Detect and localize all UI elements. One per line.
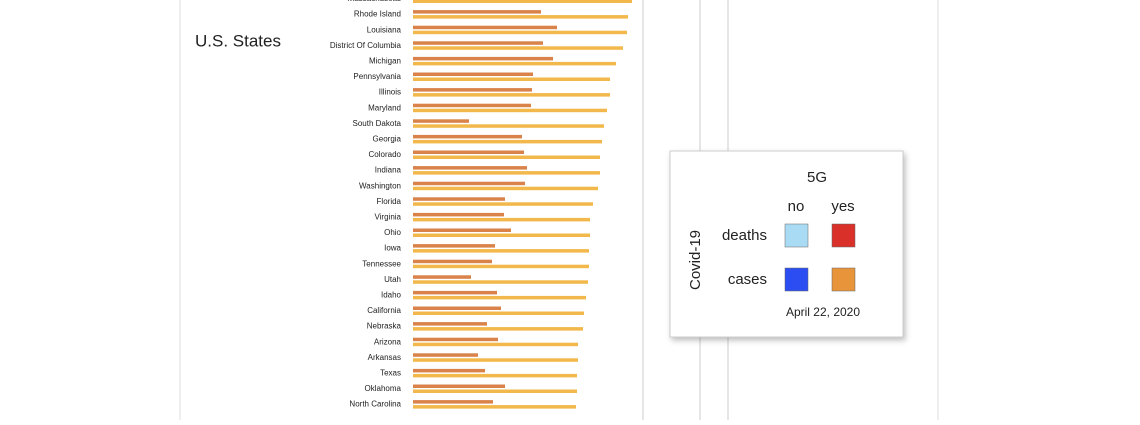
- y-tick-label: Arkansas: [368, 353, 401, 362]
- bar: [413, 327, 583, 331]
- y-tick-label: Washington: [359, 181, 401, 190]
- bar: [413, 171, 600, 175]
- y-tick-label: Idaho: [381, 291, 402, 300]
- bar: [413, 233, 590, 237]
- y-tick-label: Illinois: [379, 88, 401, 97]
- chart-title: U.S. States: [195, 31, 281, 50]
- bar: [413, 72, 533, 76]
- legend-axis-label: Covid-19: [687, 230, 704, 290]
- bar: [413, 93, 610, 97]
- bar: [413, 306, 501, 310]
- bar: [413, 41, 543, 45]
- bar: [413, 202, 593, 206]
- bar: [413, 61, 616, 66]
- bar: [413, 290, 497, 295]
- y-tick-label: Tennessee: [362, 259, 401, 268]
- bar: [413, 368, 485, 373]
- bar: [413, 244, 495, 248]
- bar: [413, 212, 504, 217]
- bar: [413, 358, 578, 362]
- legend-column: no: [788, 198, 805, 215]
- bar: [413, 30, 627, 35]
- bar: [413, 10, 541, 14]
- bar: [413, 77, 610, 81]
- bar: [413, 166, 527, 170]
- bar: [413, 181, 525, 186]
- bar: [413, 0, 632, 3]
- y-tick-label: South Dakota: [353, 119, 402, 128]
- swatches: [784, 223, 856, 292]
- bar: [413, 124, 604, 128]
- y-tick-label: District Of Columbia: [330, 41, 402, 50]
- bar: [413, 150, 524, 154]
- bar: [413, 249, 589, 253]
- bar: [413, 56, 553, 61]
- bar: [413, 342, 578, 347]
- bar: [413, 228, 511, 232]
- y-tick-label: Rhode Island: [354, 10, 401, 19]
- y-tick-label: Nebraska: [367, 322, 402, 331]
- legend-row: cases: [728, 271, 767, 288]
- bar: [413, 119, 469, 123]
- bar: [413, 384, 505, 388]
- bar: [413, 400, 493, 404]
- bar: [413, 15, 628, 19]
- y-tick-label: Ohio: [384, 228, 401, 237]
- y-tick-label: Massachusetts: [348, 0, 401, 3]
- bar: [413, 295, 586, 300]
- y-tick-label: Maryland: [368, 103, 401, 112]
- bar: [413, 373, 577, 378]
- bar: [413, 264, 589, 269]
- bar: [413, 389, 577, 393]
- bar: [413, 405, 576, 409]
- legend-swatch: [831, 267, 856, 292]
- bar: [413, 353, 478, 357]
- y-tick-label: Virginia: [374, 213, 401, 222]
- bar: [413, 259, 492, 264]
- legend-row: deaths: [722, 227, 767, 244]
- bar: [413, 46, 623, 50]
- bar: [413, 88, 532, 92]
- bar: [413, 337, 498, 342]
- y-tick-label: Utah: [384, 275, 401, 284]
- bar: [413, 275, 471, 279]
- legend-column: yes: [831, 198, 854, 215]
- legend-swatch: [784, 267, 809, 292]
- bar: [413, 134, 522, 139]
- legend-note: April 22, 2020: [786, 305, 860, 319]
- y-tick-label: Michigan: [369, 57, 401, 66]
- bar: [413, 322, 487, 326]
- y-tick-label: Texas: [380, 369, 401, 378]
- y-tick-label: Pennsylvania: [353, 72, 401, 81]
- y-tick-label: Florida: [377, 197, 402, 206]
- bar: [413, 103, 531, 108]
- y-tick-label: Louisiana: [367, 25, 402, 34]
- y-tick-label: North Carolina: [349, 400, 401, 409]
- y-tick-label: Indiana: [375, 166, 402, 175]
- bar: [413, 197, 505, 201]
- y-tick-label: California: [367, 306, 401, 315]
- bar: [413, 186, 598, 191]
- bar: [413, 25, 557, 30]
- y-tick-label: Oklahoma: [365, 384, 402, 393]
- y-tick-label: Arizona: [374, 337, 402, 346]
- bar: [413, 108, 607, 113]
- y-tick-label: Colorado: [369, 150, 402, 159]
- bar: [413, 139, 602, 144]
- plot: Massachusetts Rhode Island Louisiana Distri…: [330, 0, 632, 409]
- legend-title: 5G: [807, 169, 827, 186]
- bar: [413, 280, 588, 284]
- legend-swatch: [784, 223, 809, 248]
- bar: [413, 217, 590, 222]
- y-tick-label: Georgia: [373, 135, 402, 144]
- y-tick-label: Iowa: [384, 244, 401, 253]
- bar: [413, 311, 584, 315]
- legend: 5G no yes deaths cases Covid-19 April 22…: [669, 150, 904, 338]
- legend-swatch: [831, 223, 856, 248]
- bar: [413, 155, 600, 159]
